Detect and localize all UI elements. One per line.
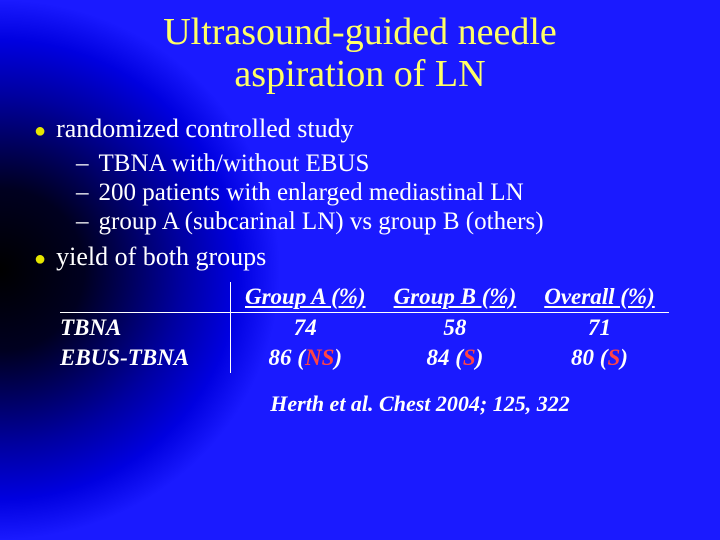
bullet-dot-icon: ● <box>34 114 46 148</box>
row-label: TBNA <box>60 312 231 343</box>
title-line-1: Ultrasound-guided needle <box>163 11 557 53</box>
table-row: TBNA 74 58 71 <box>60 312 669 343</box>
cell-a: 74 <box>231 312 380 343</box>
slide-title: Ultrasound-guided needle aspiration of L… <box>30 12 690 96</box>
dash-icon: – <box>76 208 89 236</box>
col-header-a: Group A (%) <box>231 282 380 313</box>
cell-o: 71 <box>530 312 669 343</box>
results-table-wrap: Group A (%) Group B (%) Overall (%) TBNA… <box>60 282 690 373</box>
bullet-2-text: yield of both groups <box>56 242 266 272</box>
sig-label: NS <box>305 345 334 370</box>
row-label: EBUS-TBNA <box>60 343 231 373</box>
title-line-2: aspiration of LN <box>234 53 485 95</box>
results-table: Group A (%) Group B (%) Overall (%) TBNA… <box>60 282 669 373</box>
bullet-2: ● yield of both groups <box>34 242 690 276</box>
bullet-1: ● randomized controlled study <box>34 114 690 148</box>
cell-a: 86 (NS) <box>231 343 380 373</box>
citation: Herth et al. Chest 2004; 125, 322 <box>150 391 690 417</box>
sub-bullet-3-text: group A (subcarinal LN) vs group B (othe… <box>99 208 544 236</box>
table-header-row: Group A (%) Group B (%) Overall (%) <box>60 282 669 313</box>
sig-label: S <box>607 345 620 370</box>
cell-b: 84 (S) <box>380 343 531 373</box>
bullet-1-text: randomized controlled study <box>56 114 353 144</box>
sub-bullet-2-text: 200 patients with enlarged mediastinal L… <box>99 179 524 207</box>
table-corner <box>60 282 231 313</box>
cell-b: 58 <box>380 312 531 343</box>
dash-icon: – <box>76 179 89 207</box>
cell-o: 80 (S) <box>530 343 669 373</box>
sig-label: S <box>463 345 476 370</box>
dash-icon: – <box>76 150 89 178</box>
sub-bullet-2: – 200 patients with enlarged mediastinal… <box>76 179 690 207</box>
col-header-b: Group B (%) <box>380 282 531 313</box>
bullet-dot-icon: ● <box>34 242 46 276</box>
sub-bullet-1-text: TBNA with/without EBUS <box>99 150 370 178</box>
sub-bullet-1: – TBNA with/without EBUS <box>76 150 690 178</box>
slide: Ultrasound-guided needle aspiration of L… <box>0 0 720 540</box>
bullet-list: ● randomized controlled study – TBNA wit… <box>34 114 690 276</box>
table-row: EBUS-TBNA 86 (NS) 84 (S) 80 (S) <box>60 343 669 373</box>
sub-bullet-3: – group A (subcarinal LN) vs group B (ot… <box>76 208 690 236</box>
col-header-o: Overall (%) <box>530 282 669 313</box>
